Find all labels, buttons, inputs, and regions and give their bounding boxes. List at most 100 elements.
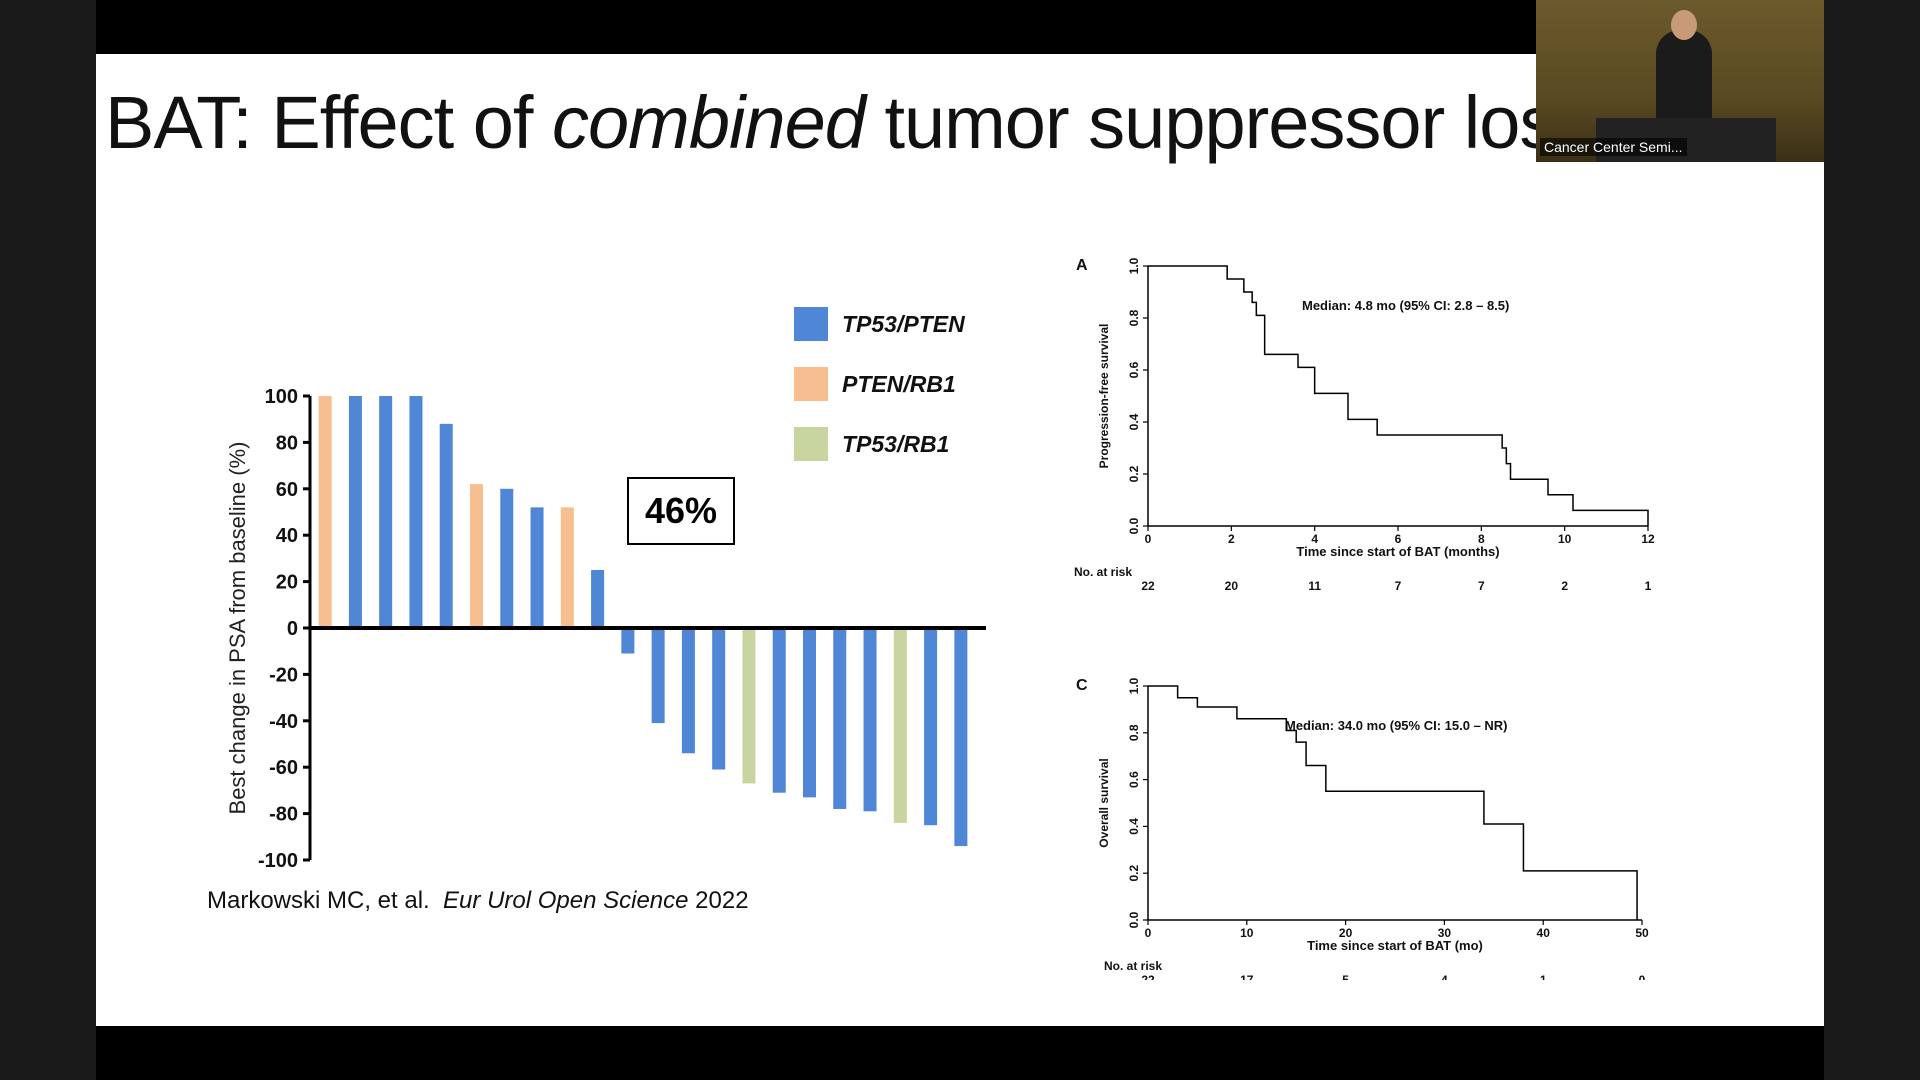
legend-label-pten-rb1: PTEN/RB1 <box>842 370 956 397</box>
at-risk-count: 7 <box>1478 579 1485 593</box>
at-risk-label: No. at risk <box>1104 959 1162 973</box>
response-callout-text: 46% <box>644 490 718 531</box>
y-axis-label: Progression-free survival <box>1097 324 1111 469</box>
bar <box>379 396 393 628</box>
x-tick-label: 10 <box>1558 532 1572 546</box>
x-tick-label: 0 <box>1145 926 1152 940</box>
y-tick-label: 0.2 <box>1127 465 1141 482</box>
bar <box>560 507 574 628</box>
bar <box>651 628 665 724</box>
y-tick-label: 40 <box>276 525 298 547</box>
bar <box>893 628 907 823</box>
x-tick-label: 30 <box>1438 926 1452 940</box>
legend-label-tp53-rb1: TP53/RB1 <box>842 430 950 457</box>
x-tick-label: 12 <box>1641 532 1655 546</box>
bar <box>409 396 423 628</box>
legend: TP53/PTEN PTEN/RB1 TP53/RB1 <box>794 306 965 462</box>
legend-item: TP53/PTEN <box>794 306 965 342</box>
at-risk-count: 0 <box>1639 973 1646 980</box>
y-tick-label: -20 <box>269 664 298 686</box>
at-risk-count: 4 <box>1441 973 1448 980</box>
bar <box>591 570 605 628</box>
bar <box>833 628 847 809</box>
citation-year: 2022 <box>695 887 749 914</box>
bar <box>772 628 786 793</box>
y-tick-label: 1.0 <box>1127 677 1141 694</box>
at-risk-count: 11 <box>1308 579 1321 593</box>
bar <box>470 484 483 628</box>
title-part-1: BAT: Effect of <box>105 81 553 164</box>
at-risk-count: 1 <box>1540 973 1547 980</box>
at-risk-count: 7 <box>1395 579 1402 593</box>
y-tick-label: 80 <box>276 432 298 454</box>
y-tick-label: 0.2 <box>1127 865 1141 882</box>
bar <box>318 396 332 628</box>
response-callout: 46% <box>627 477 735 545</box>
legend-item: PTEN/RB1 <box>794 366 965 402</box>
speaker-head <box>1671 10 1697 40</box>
legend-swatch-tp53-pten <box>794 307 828 341</box>
at-risk-count: 17 <box>1240 973 1254 980</box>
y-tick-label: 1.0 <box>1127 257 1141 274</box>
bar <box>621 628 635 654</box>
at-risk-label: No. at risk <box>1074 565 1132 579</box>
y-tick-label: 0.0 <box>1127 517 1141 534</box>
survival-curve <box>1148 685 1638 920</box>
bar <box>681 628 695 754</box>
km-plot-pfs: A 1.00.80.60.40.20.00 2 4 6 8 10 12Progression-… <box>1074 257 1655 593</box>
median-annotation: Median: 34.0 mo (95% CI: 15.0 – NR) <box>1285 718 1508 733</box>
at-risk-count: 2 <box>1561 579 1568 593</box>
y-tick-label: 0.8 <box>1127 724 1141 741</box>
panel-label: A <box>1076 257 1088 274</box>
y-axis-label: Best change in PSA from baseline (%) <box>225 442 250 815</box>
bar <box>863 628 877 812</box>
title-italic: combined <box>552 81 866 164</box>
y-tick-label: 0.4 <box>1127 818 1141 835</box>
x-tick-label: 10 <box>1240 926 1254 940</box>
legend-label-tp53-pten: TP53/PTEN <box>842 310 965 337</box>
bar <box>924 628 938 826</box>
bar <box>954 628 968 847</box>
x-tick-label: 0 <box>1145 532 1152 546</box>
y-tick-label: -80 <box>269 804 298 826</box>
y-tick-label: 0.6 <box>1127 771 1141 788</box>
waterfall-chart: Best change in PSA from baseline (%) 100 8… <box>225 386 986 872</box>
y-tick-label: 0.4 <box>1127 413 1141 430</box>
at-risk-count: 22 <box>1141 579 1155 593</box>
legend-item: TP53/RB1 <box>794 426 965 462</box>
x-tick-label: 40 <box>1537 926 1551 940</box>
y-tick-label: -40 <box>269 711 298 733</box>
slide-title: BAT: Effect of combined tumor suppressor… <box>105 80 1669 165</box>
bar <box>803 628 816 798</box>
letterbox-bottom <box>96 1026 1824 1080</box>
bar <box>712 628 726 770</box>
webcam-caption: Cancer Center Semi... <box>1540 138 1687 156</box>
webcam-thumbnail[interactable]: Cancer Center Semi... <box>1536 0 1824 162</box>
citation-journal: Eur Urol Open Science <box>443 887 689 914</box>
citation-authors: Markowski MC, et al. <box>207 887 430 914</box>
x-tick-label: 20 <box>1339 926 1353 940</box>
y-tick-label: 100 <box>265 386 298 408</box>
at-risk-count: 20 <box>1225 579 1239 593</box>
y-axis-label: Overall survival <box>1097 758 1111 847</box>
y-tick-label: -60 <box>269 757 298 779</box>
bar <box>500 488 514 628</box>
citation: Markowski MC, et al. Eur Urol Open Scien… <box>207 887 749 915</box>
y-tick-label: 0.8 <box>1127 309 1141 326</box>
bar <box>348 396 362 628</box>
y-tick-label: 20 <box>276 572 298 594</box>
panel-label: C <box>1076 677 1088 694</box>
x-tick-label: 6 <box>1395 532 1402 546</box>
x-axis-label: Time since start of BAT (months) <box>1296 544 1499 559</box>
x-tick-label: 50 <box>1635 926 1649 940</box>
legend-swatch-pten-rb1 <box>794 367 828 401</box>
x-tick-label: 4 <box>1311 532 1318 546</box>
legend-swatch-tp53-rb1 <box>794 427 828 461</box>
x-tick-label: 8 <box>1478 532 1485 546</box>
x-tick-label: 2 <box>1228 532 1235 546</box>
x-axis-label: Time since start of BAT (mo) <box>1307 938 1483 953</box>
survival-curve <box>1148 265 1649 526</box>
y-tick-label: -100 <box>258 850 298 872</box>
y-tick-label: 0 <box>287 618 298 640</box>
